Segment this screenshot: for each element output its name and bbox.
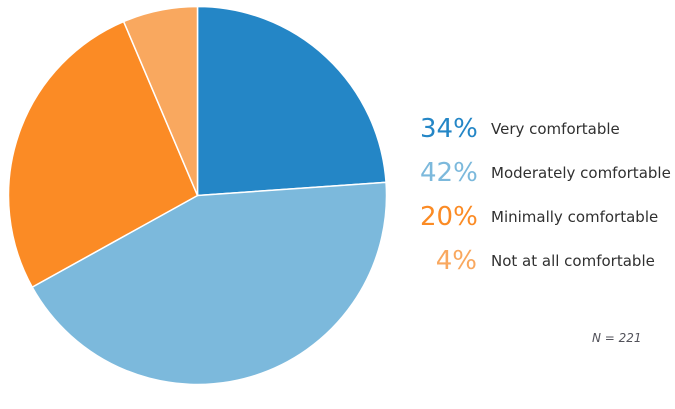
pie-slice [196, 5, 387, 197]
legend-label: Minimally comfortable [491, 208, 659, 226]
legend-item: 34% Very comfortable [420, 107, 671, 151]
pie-slice [31, 181, 388, 386]
legend-value: 20% [420, 202, 478, 232]
sample-size-note: N = 221 [592, 331, 642, 345]
legend-label: Very comfortable [491, 120, 620, 138]
legend-label: Moderately comfortable [491, 164, 671, 182]
legend-item: 20% Minimally comfortable [420, 195, 671, 239]
chart-legend: 34% Very comfortable 42% Moderately comf… [420, 107, 671, 283]
legend-item: 4% Not at all comfortable [420, 239, 671, 283]
legend-value: 34% [420, 114, 478, 144]
legend-item: 42% Moderately comfortable [420, 151, 671, 195]
legend-value: 4% [435, 246, 477, 276]
pie-slice [7, 20, 199, 288]
pie-slice [122, 5, 199, 197]
legend-value: 42% [420, 158, 478, 188]
legend-label: Not at all comfortable [491, 252, 655, 270]
